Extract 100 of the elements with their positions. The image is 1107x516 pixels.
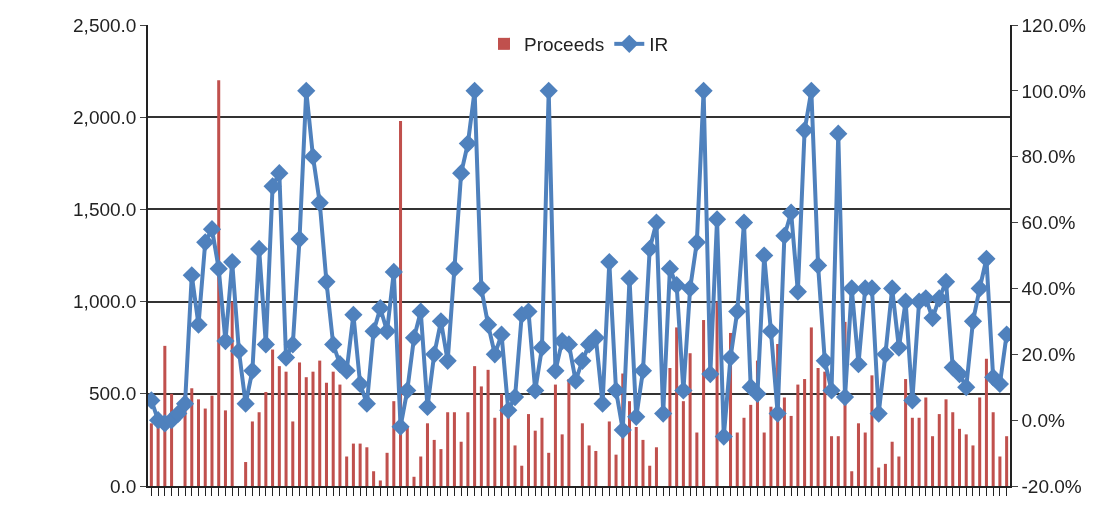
bar xyxy=(479,386,483,486)
y2-tick-label: 80.0% xyxy=(1021,146,1076,168)
y2-tick-label: 0.0% xyxy=(1021,409,1065,431)
bar xyxy=(459,441,463,486)
bar xyxy=(809,327,813,486)
bar xyxy=(196,399,201,486)
bar xyxy=(749,404,753,486)
bar xyxy=(257,412,261,486)
bar xyxy=(951,412,955,486)
y-tick-label: 1,500.0 xyxy=(73,199,137,221)
bar xyxy=(957,428,962,486)
bar xyxy=(486,369,490,486)
bar xyxy=(863,432,867,486)
bar xyxy=(520,465,524,486)
y-tick-label: 1,000.0 xyxy=(73,291,137,313)
bar xyxy=(702,320,706,486)
legend-label: IR xyxy=(649,34,669,56)
bar xyxy=(304,377,308,486)
bar xyxy=(553,384,557,486)
bar xyxy=(984,358,988,486)
bar xyxy=(742,417,746,486)
bar xyxy=(641,439,645,486)
bar xyxy=(230,301,234,486)
bar xyxy=(372,471,376,486)
bar xyxy=(244,462,248,486)
bar xyxy=(425,423,429,486)
bar xyxy=(836,436,840,486)
bar xyxy=(850,471,854,486)
bar xyxy=(931,436,935,486)
bar xyxy=(917,417,921,486)
bar xyxy=(883,463,887,486)
bar xyxy=(991,412,995,486)
bar xyxy=(634,426,638,486)
bar xyxy=(210,395,214,486)
bar xyxy=(796,384,800,486)
y2-tick-label: 100.0% xyxy=(1021,80,1087,102)
bar xyxy=(358,443,362,486)
bar xyxy=(830,436,834,486)
bar xyxy=(446,412,450,486)
bar xyxy=(473,366,477,486)
bar xyxy=(203,408,207,486)
bar xyxy=(419,456,423,486)
bar xyxy=(614,454,618,486)
bar xyxy=(1005,436,1009,486)
bar xyxy=(782,397,786,486)
bar xyxy=(540,417,544,486)
bar xyxy=(803,379,807,486)
bar xyxy=(580,423,584,486)
bar xyxy=(277,366,281,486)
bar xyxy=(298,362,302,486)
bar xyxy=(924,397,928,486)
y2-tick-label: 120.0% xyxy=(1021,14,1087,36)
bar xyxy=(526,414,531,486)
bar xyxy=(823,371,827,486)
bar xyxy=(971,445,975,486)
bar xyxy=(271,349,275,486)
bar xyxy=(978,397,982,486)
bar xyxy=(318,360,322,486)
bar xyxy=(284,371,288,486)
bar xyxy=(452,412,456,486)
bar xyxy=(816,367,820,486)
bar xyxy=(533,430,537,486)
bar xyxy=(789,415,793,486)
bar xyxy=(513,445,517,486)
bar xyxy=(607,421,611,486)
y2-tick-label: 40.0% xyxy=(1021,278,1076,300)
bar xyxy=(405,426,409,486)
y-tick-label: 500.0 xyxy=(88,383,137,405)
bar xyxy=(500,393,504,486)
bar xyxy=(338,384,342,486)
bar xyxy=(223,410,227,486)
bar xyxy=(190,388,194,486)
y2-tick-label: 60.0% xyxy=(1021,212,1076,234)
bar xyxy=(324,382,328,486)
bar xyxy=(560,434,564,486)
bar xyxy=(432,439,436,486)
bar xyxy=(964,434,968,486)
bar xyxy=(675,327,679,486)
bar xyxy=(412,476,416,486)
bar xyxy=(762,432,766,486)
bar xyxy=(668,367,672,486)
y-tick-label: 0.0 xyxy=(110,475,137,497)
bar xyxy=(567,379,571,486)
bar xyxy=(998,456,1002,486)
bar xyxy=(439,449,443,486)
bar xyxy=(910,417,914,486)
bar xyxy=(587,445,591,486)
bar xyxy=(547,452,551,486)
bar xyxy=(466,412,470,486)
y2-tick-label: -20.0% xyxy=(1021,475,1082,497)
bar xyxy=(856,423,860,486)
bar xyxy=(870,375,874,486)
bar xyxy=(937,414,941,486)
bar xyxy=(769,406,773,486)
bar xyxy=(904,379,908,486)
bar xyxy=(695,432,699,486)
y-tick-label: 2,500.0 xyxy=(73,14,137,36)
bar xyxy=(311,371,315,486)
bar xyxy=(264,391,268,486)
bar xyxy=(594,450,598,486)
